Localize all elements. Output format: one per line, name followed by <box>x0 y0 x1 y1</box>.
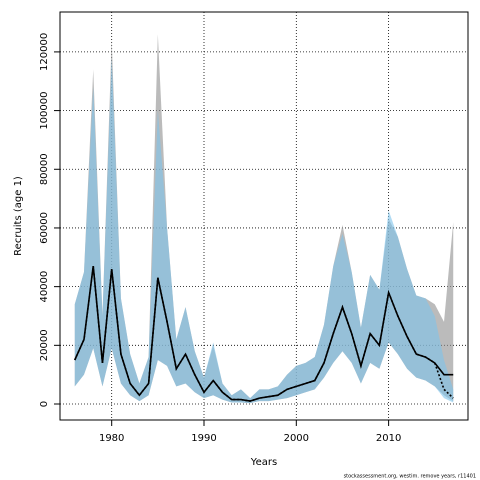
uncertainty-band <box>74 57 454 404</box>
y-tick-label: 0 <box>39 401 50 407</box>
y-tick-label: 60000 <box>39 212 50 244</box>
y-tick-label: 40000 <box>39 271 50 303</box>
y-tick-label: 80000 <box>39 153 50 185</box>
footnote: stockassessment.org, westim. remove year… <box>344 474 476 480</box>
x-tick-label: 1980 <box>99 433 124 444</box>
x-tick-label: 2000 <box>284 433 309 444</box>
plot-frame <box>59 11 469 421</box>
y-tick-label: 120000 <box>39 33 50 71</box>
x-axis-label: Years <box>250 457 277 468</box>
y-axis-label: Recruits (age 1) <box>13 176 24 256</box>
y-tick-label: 20000 <box>39 329 50 361</box>
x-tick-label: 1990 <box>191 433 216 444</box>
y-tick-label: 100000 <box>39 91 50 129</box>
x-tick-label: 2010 <box>376 433 401 444</box>
median-line <box>74 266 454 402</box>
